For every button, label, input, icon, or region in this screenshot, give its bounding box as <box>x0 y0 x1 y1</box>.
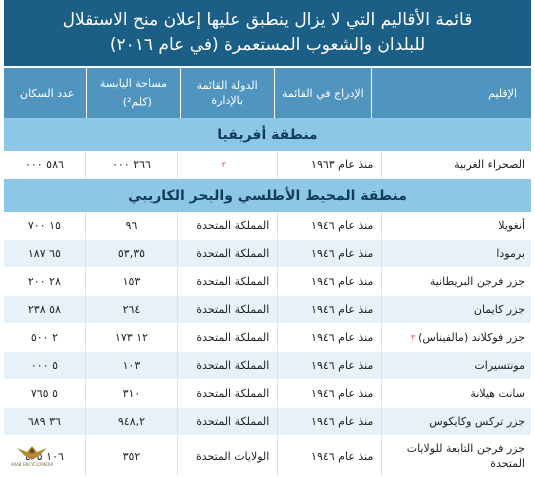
cell-admin-power: المملكة المتحدة <box>177 268 277 295</box>
table-row: جزر فرجن التابعة للولايات المتحدة منذ عا… <box>4 436 531 477</box>
cell-admin-power: المملكة المتحدة <box>177 324 277 351</box>
cell-territory: برمودا <box>381 240 531 267</box>
cell-area: ١٥٣ <box>84 268 177 295</box>
header-population: عدد السكان ١ <box>4 68 86 118</box>
table-row: برمودا منذ عام ١٩٤٦ المملكة المتحدة ٥٣,٣… <box>4 240 531 268</box>
cell-listed: منذ عام ١٩٤٦ <box>277 324 381 351</box>
header-population-footnote: ١ <box>15 88 20 98</box>
cell-admin-power: المملكة المتحدة <box>177 352 277 379</box>
header-territory-label: الإقليم <box>488 86 517 100</box>
header-area-line2: (كلم²) <box>122 95 152 109</box>
cell-listed: منذ عام ١٩٤٦ <box>277 212 381 239</box>
table-row: جزر كايمان منذ عام ١٩٤٦ المملكة المتحدة … <box>4 296 531 324</box>
table-header: الإقليم الإدراج في القائمة الدولة القائم… <box>4 66 531 118</box>
cell-territory: جزر تركس وكايكوس <box>381 408 531 435</box>
cell-area: ٣١٠ <box>84 380 177 407</box>
cell-listed: منذ عام ١٩٤٦ <box>277 380 381 407</box>
cell-population: ٥٨ ٢٣٨ <box>27 303 61 316</box>
cell-listed: منذ عام ١٩٤٦ <box>277 268 381 295</box>
cell-admin-power: المملكة المتحدة <box>177 380 277 407</box>
region-africa: منطقة أفريقيا <box>4 118 531 151</box>
cell-population: ٣٦ ٦٨٩ <box>27 415 61 428</box>
header-territory: الإقليم <box>371 68 531 118</box>
cell-territory: جزر فوكلاند (مالفيناس) ٣ <box>381 324 531 351</box>
cell-area: ٢٦٤ <box>84 296 177 323</box>
cell-population: ٥ ٧٦٥ <box>30 387 58 400</box>
cell-territory: أنغويلا <box>381 212 531 239</box>
cell-territory: جزر فرجن التابعة للولايات المتحدة <box>381 436 531 476</box>
cell-admin-power-footnote: ٢ <box>221 160 226 169</box>
cell-area: ٢٦٦ ٠٠٠ <box>84 151 177 178</box>
watermark-logo: ARAB ENCYCLOPEDIA <box>2 436 62 473</box>
cell-admin-power: ٢ <box>177 151 277 178</box>
header-population-label: عدد السكان <box>19 86 75 100</box>
table-row: جزر فوكلاند (مالفيناس) ٣ منذ عام ١٩٤٦ ال… <box>4 324 531 352</box>
cell-area: ٥٣,٣٥ <box>84 240 177 267</box>
cell-listed: منذ عام ١٩٦٣ <box>277 151 381 178</box>
cell-admin-power: المملكة المتحدة <box>177 296 277 323</box>
cell-admin-power: المملكة المتحدة <box>177 212 277 239</box>
cell-territory: جزر فرجن البريطانية <box>381 268 531 295</box>
cell-listed: منذ عام ١٩٤٦ <box>277 296 381 323</box>
header-admin-power-line1: الدولة القائمة <box>196 79 258 92</box>
header-area: مساحة اليابسة (كلم²) ١ <box>86 68 180 118</box>
header-listed: الإدراج في القائمة <box>273 68 372 118</box>
table-row: جزر تركس وكايكوس منذ عام ١٩٤٦ المملكة ال… <box>4 408 531 436</box>
table-title: قائمة الأقاليم التي لا يزال ينطبق عليها … <box>4 0 531 66</box>
cell-territory: سانت هيلانة <box>381 380 531 407</box>
header-area-line1: مساحة اليابسة <box>99 77 168 91</box>
cell-territory-text: جزر فوكلاند (مالفيناس) <box>418 331 525 344</box>
eagle-logo-icon <box>17 446 47 460</box>
cell-population: ١٥ ٧٠٠ <box>27 219 61 232</box>
cell-population: ٥ ٠٠٠ <box>30 359 58 372</box>
table-row: جزر فرجن البريطانية منذ عام ١٩٤٦ المملكة… <box>4 268 531 296</box>
cell-area: ٩٤٨,٢ <box>84 408 177 435</box>
cell-territory: الصحراء الغربية <box>381 151 531 178</box>
cell-territory: جزر كايمان <box>381 296 531 323</box>
table-row: الصحراء الغربية منذ عام ١٩٦٣ ٢ ٢٦٦ ٠٠٠ ٥… <box>4 151 531 179</box>
cell-territory: مونتسيرات <box>381 352 531 379</box>
cell-admin-power: المملكة المتحدة <box>177 240 277 267</box>
cell-population: ٦٥ ١٨٧ <box>27 247 61 260</box>
cell-listed: منذ عام ١٩٤٦ <box>277 408 381 435</box>
cell-area: ٣٥٢ <box>84 436 177 476</box>
cell-area: ٩٦ <box>84 212 177 239</box>
cell-area: ١٢ ١٧٣ <box>84 324 177 351</box>
cell-territory-footnote: ٣ <box>410 333 416 342</box>
table-row: سانت هيلانة منذ عام ١٩٤٦ المملكة المتحدة… <box>4 380 531 408</box>
title-line-2: للبلدان والشعوب المستعمرة (في عام ٢٠١٦) <box>109 35 426 55</box>
cell-admin-power: المملكة المتحدة <box>177 408 277 435</box>
title-line-1: قائمة الأقاليم التي لا يزال ينطبق عليها … <box>62 10 473 30</box>
territories-table: قائمة الأقاليم التي لا يزال ينطبق عليها … <box>4 0 531 477</box>
cell-admin-power: الولايات المتحدة <box>177 436 277 476</box>
cell-listed: منذ عام ١٩٤٦ <box>277 436 381 476</box>
header-admin-power: الدولة القائمة بالإدارة <box>179 68 274 118</box>
header-admin-power-line2: بالإدارة <box>211 94 244 107</box>
region-atlantic-caribbean: منطقة المحيط الأطلسي والبحر الكاريبي <box>4 179 531 212</box>
watermark-text: ARAB ENCYCLOPEDIA <box>10 462 54 467</box>
cell-area: ١٠٣ <box>84 352 177 379</box>
table-row: مونتسيرات منذ عام ١٩٤٦ المملكة المتحدة ١… <box>4 352 531 380</box>
cell-population: ٢ ٥٠٠ <box>30 331 58 344</box>
header-area-footnote: ١ <box>114 94 120 104</box>
header-listed-label: الإدراج في القائمة <box>281 86 364 100</box>
table-row: أنغويلا منذ عام ١٩٤٦ المملكة المتحدة ٩٦ … <box>4 212 531 240</box>
cell-listed: منذ عام ١٩٤٦ <box>277 240 381 267</box>
cell-population: ٥٨٦ ٠٠٠ <box>24 158 64 171</box>
cell-population: ٢٨ ٢٠٠ <box>27 275 61 288</box>
cell-listed: منذ عام ١٩٤٦ <box>277 352 381 379</box>
